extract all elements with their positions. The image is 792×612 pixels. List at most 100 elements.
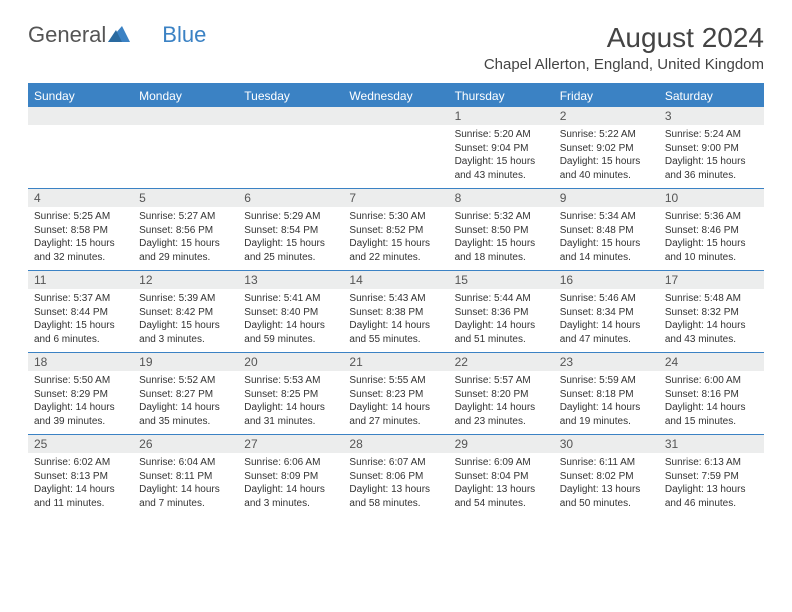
day-body: Sunrise: 5:52 AMSunset: 8:27 PMDaylight:… <box>133 371 238 434</box>
daylight-text: Daylight: 14 hours and 39 minutes. <box>34 401 127 428</box>
calendar-cell <box>238 107 343 189</box>
day-number: 29 <box>449 435 554 453</box>
sunrise-text: Sunrise: 5:20 AM <box>455 128 548 142</box>
day-number: 21 <box>343 353 448 371</box>
calendar-cell: 7Sunrise: 5:30 AMSunset: 8:52 PMDaylight… <box>343 189 448 271</box>
calendar-cell: 1 Sunrise: 5:20 AMSunset: 9:04 PMDaylight… <box>449 107 554 189</box>
day-body <box>133 125 238 183</box>
day-number: 13 <box>238 271 343 289</box>
location: Chapel Allerton, England, United Kingdom <box>484 56 764 73</box>
daylight-text: Daylight: 15 hours and 36 minutes. <box>665 155 758 182</box>
day-body <box>343 125 448 183</box>
sunset-text: Sunset: 8:36 PM <box>455 306 548 320</box>
daylight-text: Daylight: 14 hours and 35 minutes. <box>139 401 232 428</box>
sunrise-text: Sunrise: 5:46 AM <box>560 292 653 306</box>
calendar-body: 1Sunrise: 5:20 AMSunset: 9:04 PMDaylight… <box>28 107 764 516</box>
sunset-text: Sunset: 8:56 PM <box>139 224 232 238</box>
sunset-text: Sunset: 8:04 PM <box>455 470 548 484</box>
weekday-header: Wednesday <box>343 84 448 107</box>
sunset-text: Sunset: 8:54 PM <box>244 224 337 238</box>
sunset-text: Sunset: 8:34 PM <box>560 306 653 320</box>
calendar-cell: 15Sunrise: 5:44 AMSunset: 8:36 PMDayligh… <box>449 271 554 353</box>
calendar-cell: 4Sunrise: 5:25 AMSunset: 8:58 PMDaylight… <box>28 189 133 271</box>
daylight-text: Daylight: 14 hours and 23 minutes. <box>455 401 548 428</box>
calendar-cell: 29Sunrise: 6:09 AMSunset: 8:04 PMDayligh… <box>449 435 554 517</box>
calendar-cell: 5Sunrise: 5:27 AMSunset: 8:56 PMDaylight… <box>133 189 238 271</box>
sunrise-text: Sunrise: 6:11 AM <box>560 456 653 470</box>
day-number: 2 <box>554 107 659 125</box>
calendar-cell: 2Sunrise: 5:22 AMSunset: 9:02 PMDaylight… <box>554 107 659 189</box>
calendar-cell: 25Sunrise: 6:02 AMSunset: 8:13 PMDayligh… <box>28 435 133 517</box>
calendar-cell <box>28 107 133 189</box>
sunrise-text: Sunrise: 5:43 AM <box>349 292 442 306</box>
calendar-week-row: 1Sunrise: 5:20 AMSunset: 9:04 PMDaylight… <box>28 107 764 189</box>
sunset-text: Sunset: 8:48 PM <box>560 224 653 238</box>
day-number: 28 <box>343 435 448 453</box>
calendar-cell: 14Sunrise: 5:43 AMSunset: 8:38 PMDayligh… <box>343 271 448 353</box>
sunrise-text: Sunrise: 5:55 AM <box>349 374 442 388</box>
day-body: Sunrise: 6:02 AMSunset: 8:13 PMDaylight:… <box>28 453 133 516</box>
day-body: Sunrise: 5:24 AMSunset: 9:00 PMDaylight:… <box>659 125 764 188</box>
calendar-cell: 22Sunrise: 5:57 AMSunset: 8:20 PMDayligh… <box>449 353 554 435</box>
calendar-cell <box>343 107 448 189</box>
sunset-text: Sunset: 9:04 PM <box>455 142 548 156</box>
day-number: 10 <box>659 189 764 207</box>
day-number: 19 <box>133 353 238 371</box>
sunset-text: Sunset: 8:20 PM <box>455 388 548 402</box>
daylight-text: Daylight: 14 hours and 11 minutes. <box>34 483 127 510</box>
calendar-cell: 24Sunrise: 6:00 AMSunset: 8:16 PMDayligh… <box>659 353 764 435</box>
day-number: 30 <box>554 435 659 453</box>
calendar-cell: 26Sunrise: 6:04 AMSunset: 8:11 PMDayligh… <box>133 435 238 517</box>
daylight-text: Daylight: 15 hours and 10 minutes. <box>665 237 758 264</box>
day-number: 17 <box>659 271 764 289</box>
day-number: 20 <box>238 353 343 371</box>
sunset-text: Sunset: 7:59 PM <box>665 470 758 484</box>
calendar-cell: 17Sunrise: 5:48 AMSunset: 8:32 PMDayligh… <box>659 271 764 353</box>
sunrise-text: Sunrise: 6:02 AM <box>34 456 127 470</box>
day-number: 15 <box>449 271 554 289</box>
day-body: Sunrise: 5:30 AMSunset: 8:52 PMDaylight:… <box>343 207 448 270</box>
daylight-text: Daylight: 14 hours and 7 minutes. <box>139 483 232 510</box>
sunset-text: Sunset: 8:13 PM <box>34 470 127 484</box>
sunrise-text: Sunrise: 6:13 AM <box>665 456 758 470</box>
month-title: August 2024 <box>484 22 764 54</box>
calendar-cell: 8Sunrise: 5:32 AMSunset: 8:50 PMDaylight… <box>449 189 554 271</box>
sunset-text: Sunset: 8:29 PM <box>34 388 127 402</box>
day-body: Sunrise: 5:22 AMSunset: 9:02 PMDaylight:… <box>554 125 659 188</box>
sunrise-text: Sunrise: 5:57 AM <box>455 374 548 388</box>
sunrise-text: Sunrise: 5:50 AM <box>34 374 127 388</box>
day-body: Sunrise: 6:07 AMSunset: 8:06 PMDaylight:… <box>343 453 448 516</box>
daylight-text: Daylight: 15 hours and 43 minutes. <box>455 155 548 182</box>
sunset-text: Sunset: 8:40 PM <box>244 306 337 320</box>
daylight-text: Daylight: 13 hours and 54 minutes. <box>455 483 548 510</box>
daylight-text: Daylight: 15 hours and 22 minutes. <box>349 237 442 264</box>
sunset-text: Sunset: 8:23 PM <box>349 388 442 402</box>
day-number: 27 <box>238 435 343 453</box>
sunset-text: Sunset: 8:18 PM <box>560 388 653 402</box>
sunrise-text: Sunrise: 6:04 AM <box>139 456 232 470</box>
calendar-cell <box>133 107 238 189</box>
day-body <box>28 125 133 183</box>
sunset-text: Sunset: 8:02 PM <box>560 470 653 484</box>
day-body: Sunrise: 6:04 AMSunset: 8:11 PMDaylight:… <box>133 453 238 516</box>
calendar-cell: 9Sunrise: 5:34 AMSunset: 8:48 PMDaylight… <box>554 189 659 271</box>
weekday-header-row: Sunday Monday Tuesday Wednesday Thursday… <box>28 84 764 107</box>
sunrise-text: Sunrise: 5:36 AM <box>665 210 758 224</box>
sunrise-text: Sunrise: 5:52 AM <box>139 374 232 388</box>
day-number: 18 <box>28 353 133 371</box>
day-body: Sunrise: 5:48 AMSunset: 8:32 PMDaylight:… <box>659 289 764 352</box>
sunset-text: Sunset: 8:25 PM <box>244 388 337 402</box>
daylight-text: Daylight: 15 hours and 32 minutes. <box>34 237 127 264</box>
sunset-text: Sunset: 8:38 PM <box>349 306 442 320</box>
sunrise-text: Sunrise: 6:06 AM <box>244 456 337 470</box>
day-number: 3 <box>659 107 764 125</box>
day-body: Sunrise: 5:46 AMSunset: 8:34 PMDaylight:… <box>554 289 659 352</box>
logo-text-suffix: Blue <box>162 22 206 48</box>
day-number: 1 <box>449 107 554 125</box>
sunset-text: Sunset: 8:11 PM <box>139 470 232 484</box>
calendar-cell: 6Sunrise: 5:29 AMSunset: 8:54 PMDaylight… <box>238 189 343 271</box>
daylight-text: Daylight: 15 hours and 40 minutes. <box>560 155 653 182</box>
day-body: Sunrise: 5:57 AMSunset: 8:20 PMDaylight:… <box>449 371 554 434</box>
calendar-table: Sunday Monday Tuesday Wednesday Thursday… <box>28 83 764 516</box>
sunset-text: Sunset: 8:16 PM <box>665 388 758 402</box>
